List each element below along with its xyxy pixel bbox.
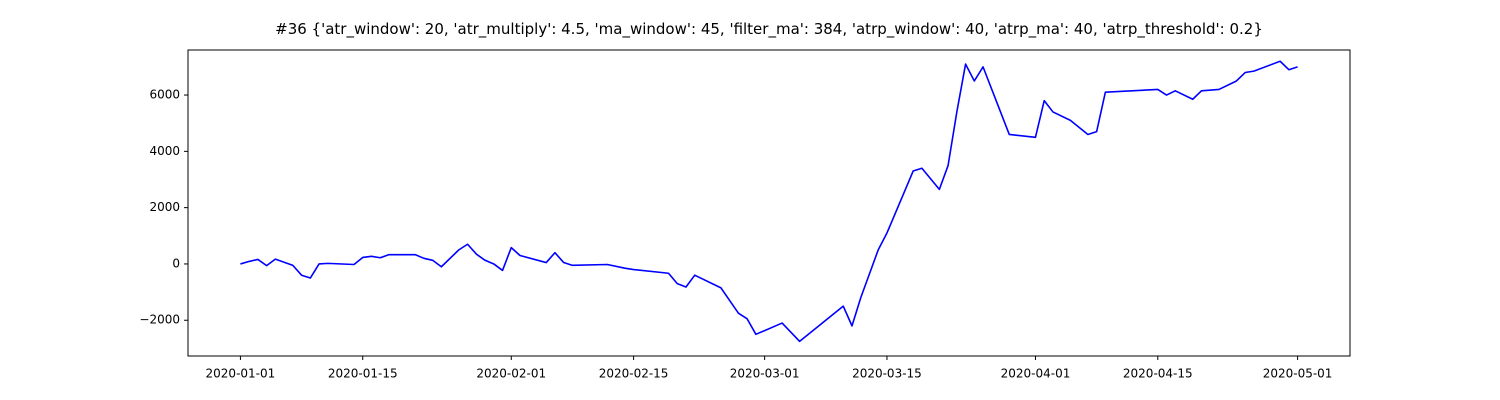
axes-frame [187, 49, 1351, 357]
y-tick-label: 4000 [149, 144, 180, 158]
y-tick-label: 6000 [149, 88, 180, 102]
x-tick-label: 2020-01-01 [206, 367, 276, 381]
x-tick-label: 2020-02-01 [476, 367, 546, 381]
x-tick-label: 2020-05-01 [1263, 367, 1333, 381]
x-tick-label: 2020-02-15 [599, 367, 669, 381]
x-tick-label: 2020-03-15 [852, 367, 922, 381]
x-tick-label: 2020-01-15 [328, 367, 398, 381]
y-tick-label: 2000 [149, 200, 180, 214]
x-tick-label: 2020-04-15 [1123, 367, 1193, 381]
y-tick-label: −2000 [139, 313, 180, 327]
y-tick-label: 0 [172, 256, 180, 270]
chart-title: #36 {'atr_window': 20, 'atr_multiply': 4… [275, 20, 1263, 39]
data-line [240, 60, 1298, 343]
x-tick-label: 2020-04-01 [1001, 367, 1071, 381]
x-tick-label: 2020-03-01 [730, 367, 800, 381]
